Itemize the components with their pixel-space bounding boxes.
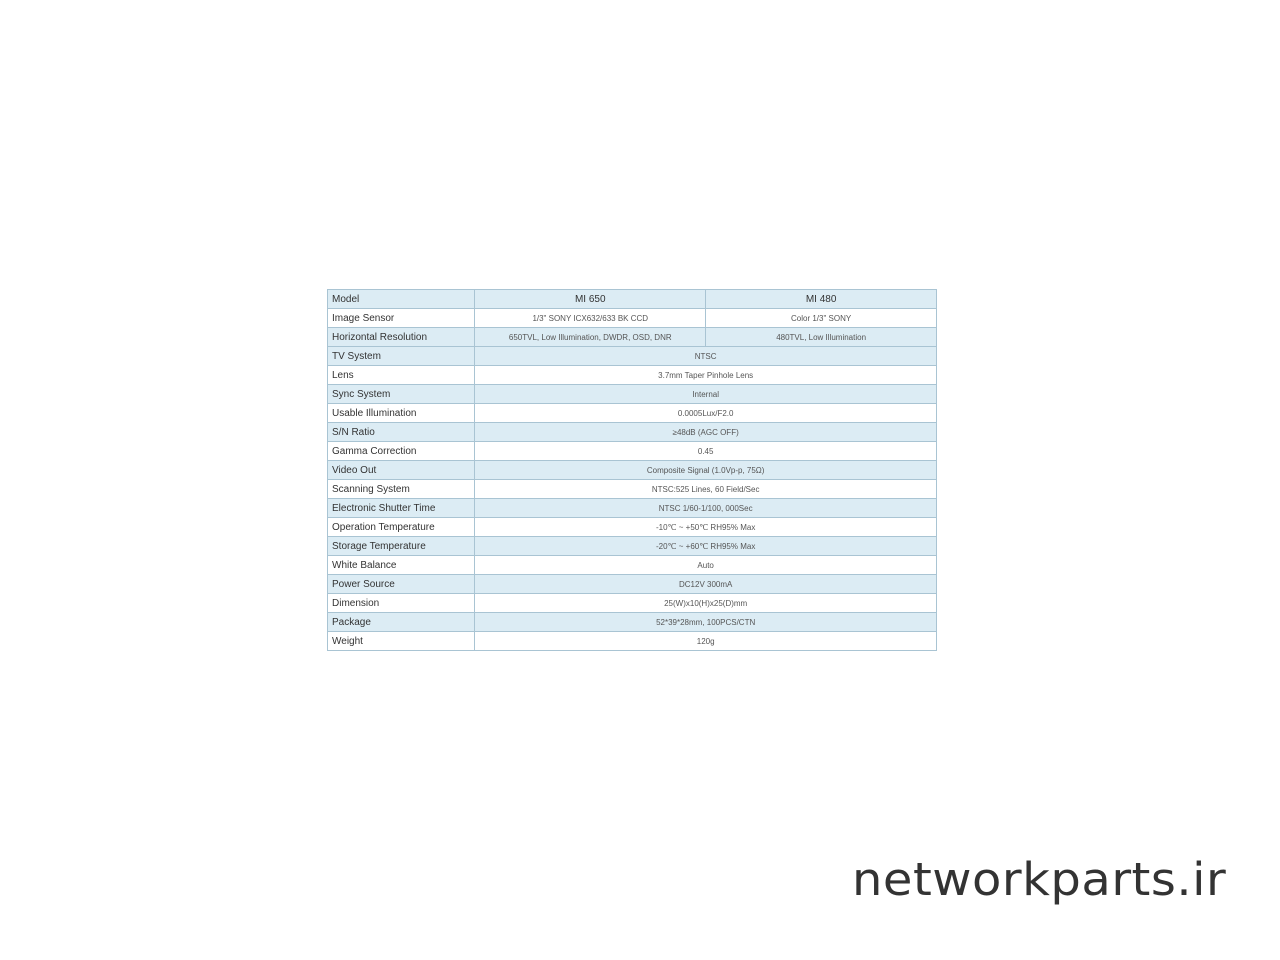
table-row: Lens 3.7mm Taper Pinhole Lens [326, 365, 937, 385]
row-label: Package [326, 612, 476, 632]
row-label: Lens [326, 365, 476, 385]
row-value: DC12V 300mA [474, 574, 937, 594]
row-label: TV System [326, 346, 476, 366]
table-row: Sync System Internal [326, 384, 937, 404]
header-model-mi650: MI 650 [474, 289, 707, 309]
row-value: 52*39*28mm, 100PCS/CTN [474, 612, 937, 632]
header-model-mi480: MI 480 [705, 289, 937, 309]
row-value-mi480: Color 1/3" SONY [705, 308, 937, 328]
table-row: Usable Illumination 0.0005Lux/F2.0 [326, 403, 937, 423]
table-row: Dimension 25(W)x10(H)x25(D)mm [326, 593, 937, 613]
row-label: Gamma Correction [326, 441, 476, 461]
row-label: Storage Temperature [326, 536, 476, 556]
row-value: 0.0005Lux/F2.0 [474, 403, 937, 423]
row-value: 0.45 [474, 441, 937, 461]
table-header-row: Model MI 650 MI 480 [326, 289, 937, 309]
row-value: -20℃ ~ +60℃ RH95% Max [474, 536, 937, 556]
row-value: NTSC 1/60-1/100, 000Sec [474, 498, 937, 518]
table-row: Storage Temperature -20℃ ~ +60℃ RH95% Max [326, 536, 937, 556]
row-value: 3.7mm Taper Pinhole Lens [474, 365, 937, 385]
table-row: Video Out Composite Signal (1.0Vp-p, 75Ω) [326, 460, 937, 480]
watermark-logo: networkparts.ir [852, 853, 1227, 907]
row-label: Sync System [326, 384, 476, 404]
row-value: Auto [474, 555, 937, 575]
table-row: Operation Temperature -10℃ ~ +50℃ RH95% M… [326, 517, 937, 537]
table-row: Horizontal Resolution 650TVL, Low Illumi… [326, 327, 937, 347]
row-value-mi480: 480TVL, Low Illumination [705, 327, 937, 347]
table-row: TV System NTSC [326, 346, 937, 366]
row-label: Video Out [326, 460, 476, 480]
row-label: Dimension [326, 593, 476, 613]
table-row: Gamma Correction 0.45 [326, 441, 937, 461]
header-label: Model [326, 289, 476, 309]
row-value: ≥48dB (AGC OFF) [474, 422, 937, 442]
table-row: White Balance Auto [326, 555, 937, 575]
row-label: Weight [326, 631, 476, 651]
row-label: Operation Temperature [326, 517, 476, 537]
table-row: Scanning System NTSC:525 Lines, 60 Field/… [326, 479, 937, 499]
row-value: 120g [474, 631, 937, 651]
row-label: Horizontal Resolution [326, 327, 476, 347]
row-label: Electronic Shutter Time [326, 498, 476, 518]
row-value: 25(W)x10(H)x25(D)mm [474, 593, 937, 613]
row-value: NTSC:525 Lines, 60 Field/Sec [474, 479, 937, 499]
table-row: Package 52*39*28mm, 100PCS/CTN [326, 612, 937, 632]
table-row: Power Source DC12V 300mA [326, 574, 937, 594]
table-row: S/N Ratio ≥48dB (AGC OFF) [326, 422, 937, 442]
row-value: Composite Signal (1.0Vp-p, 75Ω) [474, 460, 937, 480]
row-label: Scanning System [326, 479, 476, 499]
row-label: S/N Ratio [326, 422, 476, 442]
row-value-mi650: 650TVL, Low Illumination, DWDR, OSD, DNR [474, 327, 707, 347]
table-row: Image Sensor 1/3" SONY ICX632/633 BK CCD… [326, 308, 937, 328]
row-value: Internal [474, 384, 937, 404]
table-row: Weight 120g [326, 631, 937, 651]
spec-table: Model MI 650 MI 480 Image Sensor 1/3" SO… [326, 289, 937, 651]
row-value: NTSC [474, 346, 937, 366]
row-value: -10℃ ~ +50℃ RH95% Max [474, 517, 937, 537]
row-label: White Balance [326, 555, 476, 575]
row-label: Power Source [326, 574, 476, 594]
row-label: Image Sensor [326, 308, 476, 328]
table-row: Electronic Shutter Time NTSC 1/60-1/100, … [326, 498, 937, 518]
row-value-mi650: 1/3" SONY ICX632/633 BK CCD [474, 308, 707, 328]
row-label: Usable Illumination [326, 403, 476, 423]
